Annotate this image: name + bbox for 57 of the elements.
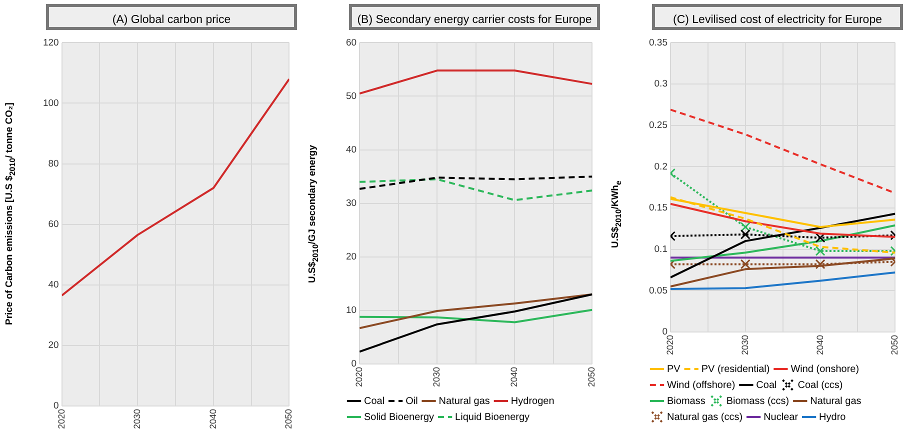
y-tick-label: 20	[48, 340, 59, 352]
legend-label: Natural gas	[810, 396, 862, 407]
x-tick-label: 2040	[509, 366, 520, 388]
x-tick-label: 2040	[814, 334, 825, 356]
x-tick-label: 2020	[354, 366, 364, 388]
x-tick-label: 2050	[586, 366, 597, 388]
legend-label: Biomass	[667, 396, 706, 407]
y-tick-label: 80	[48, 158, 59, 170]
y-tick-label: 60	[346, 37, 357, 48]
y-tick-label: 120	[42, 37, 59, 48]
x-tick-label: 2040	[208, 408, 218, 430]
y-tick-label: 0	[54, 400, 59, 412]
legend-label: PV	[667, 364, 681, 375]
legend-label: Solid Bioenergy	[364, 412, 434, 423]
y-tick-label: 0.35	[648, 37, 668, 48]
legend-label: Oil	[406, 396, 418, 407]
line-series	[360, 176, 592, 190]
y-tick-label: 0.2	[654, 161, 668, 172]
y-tick-label: 60	[48, 218, 59, 230]
x-tick-label: 2050	[284, 408, 294, 430]
legend-label: PV (residential)	[701, 364, 770, 375]
y-tick-label: 0	[662, 326, 668, 338]
x-tick-label: 2030	[432, 366, 442, 388]
x-tick-label: 2030	[132, 408, 142, 430]
y-tick-label: 10	[346, 305, 357, 316]
x-tick-label: 2020	[664, 334, 675, 356]
legend-label: Biomass (ccs)	[726, 396, 790, 407]
legend-label: Nuclear	[764, 412, 799, 423]
legend-label: Coal	[364, 396, 385, 407]
chart-title: (C) Levilised cost of electricity for Europe	[652, 4, 903, 30]
chart-title: (A) Global carbon price	[46, 4, 297, 30]
line-series	[360, 178, 592, 202]
y-tick-label: 30	[346, 198, 357, 209]
legend-label: Wind (offshore)	[667, 380, 736, 391]
y-tick-label: 20	[346, 252, 357, 263]
y-tick-label: 100	[42, 98, 59, 109]
legend-label: Coal	[756, 380, 777, 391]
legend-label: Natural gas (ccs)	[667, 412, 743, 423]
x-tick-label: 2030	[740, 334, 750, 356]
legend-label: Hydro	[819, 412, 846, 423]
x-tick-label: 2050	[890, 334, 900, 356]
legend-label: Liquid Bioenergy	[455, 412, 530, 423]
y-tick-label: 0.3	[654, 78, 668, 90]
y-tick-label: 50	[346, 90, 357, 102]
y-tick-label: 0.15	[648, 202, 668, 214]
legend-label: Natural gas	[438, 396, 490, 407]
y-tick-label: 0	[351, 358, 357, 370]
legend-label: Coal (ccs)	[798, 380, 843, 391]
x-tick-label: 2020	[56, 408, 66, 430]
chart-title: (B) Secondary energy carrier costs for Europe	[349, 4, 600, 30]
y-tick-label: 40	[346, 144, 357, 156]
y-tick-label: 40	[48, 280, 59, 291]
y-tick-label: 0.25	[648, 120, 668, 131]
y-tick-label: 0.1	[654, 244, 668, 255]
legend-label: Hydrogen	[510, 396, 554, 407]
y-tick-label: 0.05	[648, 285, 668, 296]
legend-label: Wind (onshore)	[790, 364, 860, 375]
